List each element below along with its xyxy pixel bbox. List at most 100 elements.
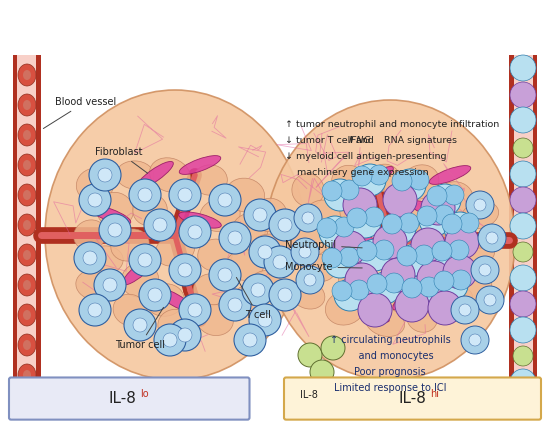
Ellipse shape xyxy=(155,234,195,266)
Circle shape xyxy=(409,170,429,190)
Circle shape xyxy=(251,283,265,297)
Circle shape xyxy=(218,268,232,282)
Circle shape xyxy=(417,261,451,295)
Circle shape xyxy=(444,185,464,205)
Ellipse shape xyxy=(45,90,305,380)
Text: ↓ myeloid cell antigen-presenting: ↓ myeloid cell antigen-presenting xyxy=(285,152,447,161)
Ellipse shape xyxy=(113,294,147,326)
Ellipse shape xyxy=(179,156,221,174)
Circle shape xyxy=(334,217,354,237)
Ellipse shape xyxy=(23,340,31,350)
Ellipse shape xyxy=(226,250,264,280)
Circle shape xyxy=(459,213,479,233)
Ellipse shape xyxy=(326,291,365,325)
Circle shape xyxy=(333,231,367,265)
Circle shape xyxy=(98,168,112,182)
Circle shape xyxy=(510,82,536,108)
Circle shape xyxy=(510,187,536,213)
Circle shape xyxy=(332,281,352,301)
Circle shape xyxy=(94,269,126,301)
Ellipse shape xyxy=(18,334,36,356)
Circle shape xyxy=(242,274,274,306)
Ellipse shape xyxy=(18,274,36,296)
Ellipse shape xyxy=(74,220,106,250)
Ellipse shape xyxy=(340,197,376,227)
Circle shape xyxy=(428,291,462,325)
Circle shape xyxy=(291,238,319,266)
Ellipse shape xyxy=(23,310,31,320)
Ellipse shape xyxy=(304,254,336,282)
Ellipse shape xyxy=(226,178,265,212)
Circle shape xyxy=(322,248,342,268)
Circle shape xyxy=(317,218,337,238)
Circle shape xyxy=(369,272,401,304)
Ellipse shape xyxy=(18,214,36,236)
Circle shape xyxy=(382,214,402,234)
Ellipse shape xyxy=(461,236,494,264)
Circle shape xyxy=(339,247,359,267)
Circle shape xyxy=(367,274,387,294)
Circle shape xyxy=(451,270,471,290)
Circle shape xyxy=(169,319,201,351)
Circle shape xyxy=(178,263,192,277)
Text: RNA signatures: RNA signatures xyxy=(381,136,457,145)
Circle shape xyxy=(381,258,415,292)
FancyBboxPatch shape xyxy=(17,55,37,415)
Circle shape xyxy=(273,255,287,269)
Circle shape xyxy=(399,244,431,276)
Circle shape xyxy=(321,336,345,360)
Ellipse shape xyxy=(365,307,405,337)
Ellipse shape xyxy=(193,274,227,306)
Circle shape xyxy=(133,318,147,332)
Circle shape xyxy=(74,242,106,274)
Ellipse shape xyxy=(111,229,149,261)
Circle shape xyxy=(264,246,296,278)
Circle shape xyxy=(179,294,211,326)
Ellipse shape xyxy=(146,284,184,316)
Ellipse shape xyxy=(292,173,324,206)
Circle shape xyxy=(322,181,342,201)
Ellipse shape xyxy=(339,232,381,248)
Ellipse shape xyxy=(116,161,154,189)
Circle shape xyxy=(429,184,461,216)
Circle shape xyxy=(419,277,439,297)
Ellipse shape xyxy=(123,255,157,285)
Circle shape xyxy=(484,294,496,306)
Circle shape xyxy=(369,165,389,185)
Circle shape xyxy=(399,213,419,233)
Text: IL-8: IL-8 xyxy=(300,390,318,400)
FancyBboxPatch shape xyxy=(36,55,41,415)
Circle shape xyxy=(258,245,272,259)
FancyBboxPatch shape xyxy=(284,377,541,420)
Circle shape xyxy=(364,207,384,227)
Text: Neutrophil: Neutrophil xyxy=(285,240,362,250)
Circle shape xyxy=(319,216,351,248)
Text: machinery gene expression: machinery gene expression xyxy=(285,168,428,177)
Circle shape xyxy=(404,276,436,308)
Ellipse shape xyxy=(136,162,173,189)
Circle shape xyxy=(373,225,407,259)
Circle shape xyxy=(510,107,536,133)
Circle shape xyxy=(324,179,356,211)
Circle shape xyxy=(99,214,131,246)
Circle shape xyxy=(163,333,177,347)
Circle shape xyxy=(219,289,251,321)
Circle shape xyxy=(188,225,202,239)
Ellipse shape xyxy=(265,100,515,380)
Ellipse shape xyxy=(351,298,389,322)
Circle shape xyxy=(79,294,111,326)
Circle shape xyxy=(79,184,111,216)
Circle shape xyxy=(144,209,176,241)
Circle shape xyxy=(148,288,162,302)
Circle shape xyxy=(474,199,486,211)
FancyBboxPatch shape xyxy=(13,55,41,415)
Ellipse shape xyxy=(292,227,329,257)
Circle shape xyxy=(345,263,379,297)
Ellipse shape xyxy=(18,364,36,386)
Circle shape xyxy=(138,188,152,202)
Ellipse shape xyxy=(179,212,221,228)
Circle shape xyxy=(510,291,536,317)
Ellipse shape xyxy=(87,246,123,274)
Circle shape xyxy=(397,246,417,266)
Ellipse shape xyxy=(406,304,437,332)
